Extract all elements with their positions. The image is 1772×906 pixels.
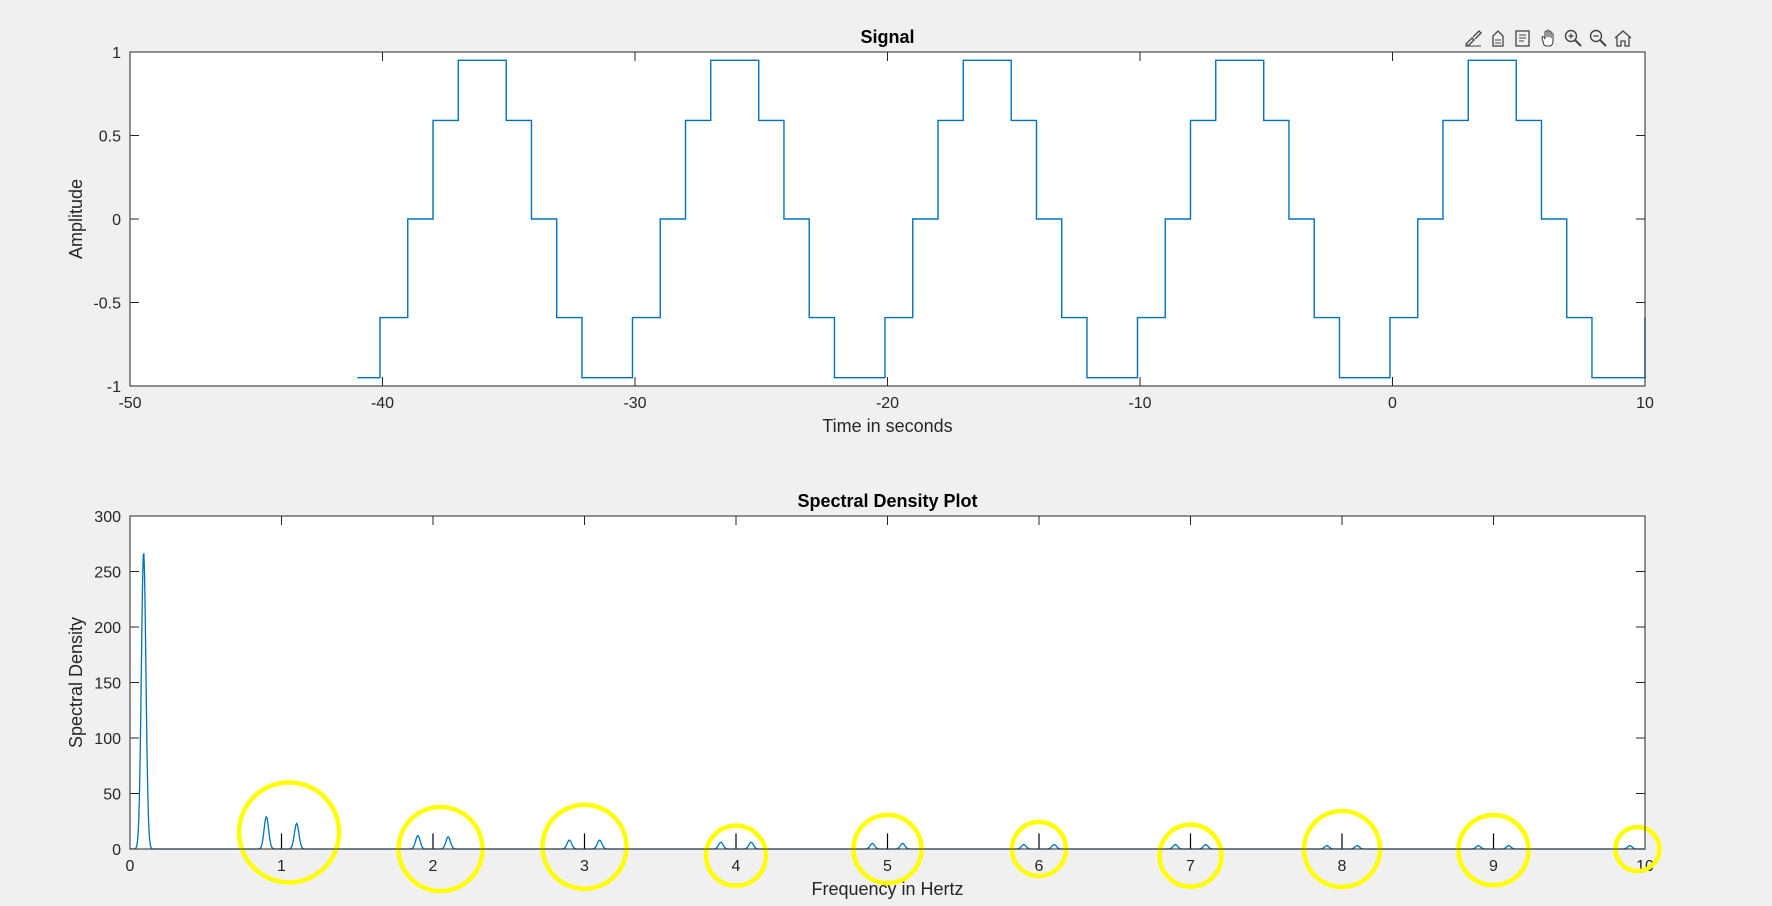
x-tick-label: -10 [1128,395,1151,412]
export-button[interactable] [1512,27,1534,49]
y-tick-label: 1 [112,45,121,62]
x-tick-label: -30 [623,395,646,412]
x-tick-label: 5 [883,858,892,875]
plot-area [130,516,1645,849]
x-axis-label: Frequency in Hertz [811,879,963,899]
axes-box [129,51,1646,387]
harmonic-highlight-circle [703,823,769,888]
pan-icon [1541,29,1554,47]
x-tick-label: 8 [1338,858,1347,875]
data-tips-button[interactable] [1487,27,1509,49]
home-button[interactable] [1612,27,1634,49]
harmonic-highlight-circle [1456,812,1531,888]
axes-title: Spectral Density Plot [797,491,977,511]
x-tick-label: -50 [118,395,141,412]
zoom-in-icon [1564,29,1582,47]
harmonic-highlight-circle [1157,822,1224,889]
y-tick-label: 300 [94,509,121,526]
axes-box [129,515,1646,850]
x-tick-label: 4 [732,858,741,875]
x-tick-label: 0 [126,858,135,875]
y-tick-label: 150 [94,676,121,693]
plot-area [130,52,1645,386]
y-tick-label: 200 [94,620,121,637]
y-tick-label: 0 [112,842,121,859]
y-tick-label: 0 [112,212,121,229]
y-tick-label: 0.5 [99,129,121,146]
home-icon [1614,30,1632,47]
axes-toolbar [1462,25,1634,51]
y-axis-label: Spectral Density [66,617,86,748]
y-tick-label: 250 [94,565,121,582]
x-tick-label: 2 [429,858,438,875]
y-tick-label: 50 [103,787,121,804]
x-tick-label: 0 [1388,395,1397,412]
y-axis-label: Amplitude [66,179,86,259]
data-tips-icon [1492,30,1504,47]
y-tick-label: -1 [107,379,121,396]
export-icon [1515,30,1530,47]
pan-button[interactable] [1537,27,1559,49]
y-tick-label: -0.5 [93,296,121,313]
x-tick-label: 9 [1489,858,1498,875]
signal-axes[interactable]: -50 -40 -30 -20 -10 0 10 -1 -0.5 0 0.5 1 Signal Time … [66,27,1654,436]
x-tick-label: 6 [1035,858,1044,875]
x-tick-label: -20 [876,395,899,412]
zoom-in-button[interactable] [1562,27,1584,49]
axes-title: Signal [860,27,914,47]
x-tick-label: 10 [1636,395,1654,412]
x-tick-label: 3 [580,858,589,875]
x-tick-label: -40 [371,395,394,412]
x-tick-label: 1 [277,858,286,875]
zoom-out-icon [1589,29,1607,47]
zoom-out-button[interactable] [1587,27,1609,49]
y-tick-label: 100 [94,731,121,748]
harmonic-highlight-circle [236,780,342,885]
x-axis-label: Time in seconds [822,416,952,436]
harmonic-highlight-circle [540,802,629,892]
x-tick-label: 7 [1186,858,1195,875]
brush-button[interactable] [1462,27,1484,49]
signal-series-line [357,59,1646,379]
brush-icon [1465,30,1482,47]
